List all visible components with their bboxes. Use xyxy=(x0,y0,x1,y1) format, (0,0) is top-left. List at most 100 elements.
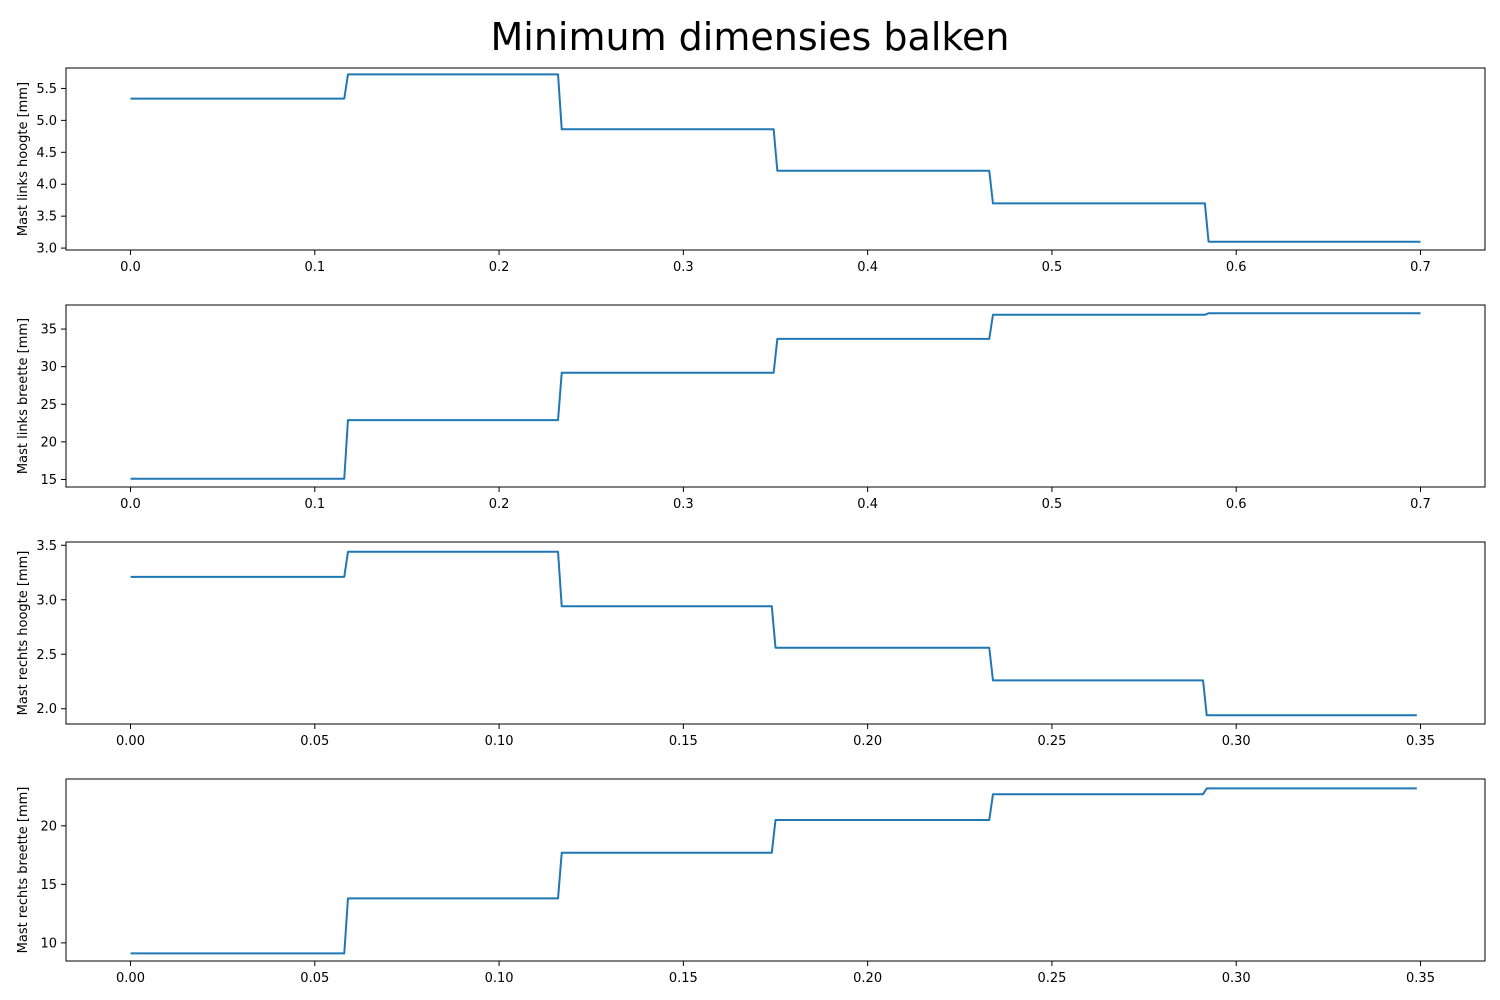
y-tick-label: 25 xyxy=(40,398,57,413)
x-tick-label: 0.20 xyxy=(853,734,882,749)
data-point xyxy=(343,98,345,100)
data-point xyxy=(773,372,775,374)
data-point xyxy=(343,576,345,578)
x-tick-label: 0.35 xyxy=(1406,734,1435,749)
y-tick-label: 5.5 xyxy=(36,82,57,97)
y-tick-label: 35 xyxy=(40,323,57,338)
subplot-4: 0.00 0.05 0.10 0.15 0.20 0.25 0.30 0.35 10 15 20 Ma… xyxy=(16,778,1486,986)
data-point xyxy=(347,897,349,899)
series-line xyxy=(130,550,1417,717)
data-point xyxy=(775,819,777,821)
x-tick-label: 0.7 xyxy=(1410,260,1431,275)
data-point xyxy=(776,170,778,172)
data-point xyxy=(775,647,777,649)
data-point xyxy=(1202,679,1204,681)
y-tick-label: 20 xyxy=(40,435,57,450)
data-point xyxy=(988,338,990,340)
data-point xyxy=(347,73,349,75)
x-tick-label: 0.0 xyxy=(120,260,141,275)
data-point xyxy=(343,952,345,954)
x-tick-label: 0.6 xyxy=(1226,497,1247,512)
subplots: 0.0 0.1 0.2 0.3 0.4 0.5 0.6 0.7 3.0 3.5 4.0 4.5 5.0 5… xyxy=(16,67,1486,986)
subplot-2: 0.0 0.1 0.2 0.3 0.4 0.5 0.6 0.7 15 20 25 30 35 Mast l… xyxy=(16,304,1486,512)
x-tick-label: 0.30 xyxy=(1222,734,1251,749)
data-point xyxy=(561,852,563,854)
data-point xyxy=(776,338,778,340)
y-axis-label: Mast links breette [mm] xyxy=(16,318,31,474)
axes-frame xyxy=(65,304,1486,488)
x-tick-label: 0.10 xyxy=(485,734,514,749)
y-tick-label: 4.5 xyxy=(36,146,57,161)
axes-frame xyxy=(65,541,1486,725)
data-point xyxy=(347,419,349,421)
data-point xyxy=(773,128,775,130)
x-tick-label: 0.25 xyxy=(1037,971,1066,986)
y-tick-label: 30 xyxy=(40,360,57,375)
data-point xyxy=(561,605,563,607)
data-point xyxy=(343,478,345,480)
data-point xyxy=(557,897,559,899)
series-line xyxy=(130,312,1421,480)
subplot-3: 0.00 0.05 0.10 0.15 0.20 0.25 0.30 0.35 2.0 2.5 3.… xyxy=(16,539,1486,749)
x-tick-label: 0.05 xyxy=(300,734,329,749)
x-tick-label: 0.4 xyxy=(857,260,878,275)
figure-title: Minimum dimensies balken xyxy=(490,15,1009,59)
data-point xyxy=(1208,312,1210,314)
data-point xyxy=(771,605,773,607)
data-point xyxy=(1204,314,1206,316)
data-point xyxy=(347,551,349,553)
data-point xyxy=(988,647,990,649)
data-point xyxy=(1420,241,1422,243)
x-tick-label: 0.4 xyxy=(857,497,878,512)
axes-frame xyxy=(65,778,1486,962)
data-point xyxy=(1202,793,1204,795)
y-tick-label: 10 xyxy=(40,936,57,951)
data-point xyxy=(1420,312,1422,314)
x-tick-label: 0.5 xyxy=(1042,260,1063,275)
x-tick-label: 0.5 xyxy=(1042,497,1063,512)
x-tick-label: 0.1 xyxy=(304,260,325,275)
y-axis-label: Mast rechts breette [mm] xyxy=(16,787,31,954)
data-point xyxy=(988,170,990,172)
axes-frame xyxy=(65,67,1486,251)
data-point xyxy=(1206,714,1208,716)
x-tick-label: 0.15 xyxy=(669,734,698,749)
x-tick-label: 0.2 xyxy=(489,497,510,512)
x-tick-label: 0.00 xyxy=(116,734,145,749)
data-point xyxy=(992,679,994,681)
x-tick-label: 0.00 xyxy=(116,971,145,986)
x-tick-label: 0.3 xyxy=(673,497,694,512)
series-line xyxy=(130,787,1417,955)
data-point xyxy=(1206,787,1208,789)
y-tick-label: 4.0 xyxy=(36,178,57,193)
data-point xyxy=(992,793,994,795)
x-tick-label: 0.6 xyxy=(1226,260,1247,275)
x-tick-label: 0.3 xyxy=(673,260,694,275)
data-point xyxy=(130,576,132,578)
data-point xyxy=(988,819,990,821)
y-axis-label: Mast rechts hoogte [mm] xyxy=(16,551,31,716)
data-point xyxy=(561,128,563,130)
x-tick-label: 0.35 xyxy=(1406,971,1435,986)
data-point xyxy=(130,98,132,100)
data-point xyxy=(557,73,559,75)
x-tick-label: 0.05 xyxy=(300,971,329,986)
x-tick-label: 0.0 xyxy=(120,497,141,512)
y-tick-label: 3.5 xyxy=(36,539,57,554)
x-tick-label: 0.30 xyxy=(1222,971,1251,986)
subplot-1: 0.0 0.1 0.2 0.3 0.4 0.5 0.6 0.7 3.0 3.5 4.0 4.5 5.0 5… xyxy=(16,67,1486,275)
data-point xyxy=(1204,202,1206,204)
y-tick-label: 2.5 xyxy=(36,648,57,663)
y-tick-label: 15 xyxy=(40,878,57,893)
x-tick-label: 0.10 xyxy=(485,971,514,986)
data-point xyxy=(1208,241,1210,243)
data-point xyxy=(1416,714,1418,716)
y-tick-label: 3.5 xyxy=(36,210,57,225)
data-point xyxy=(992,314,994,316)
y-tick-label: 3.0 xyxy=(36,593,57,608)
x-tick-label: 0.7 xyxy=(1410,497,1431,512)
y-tick-label: 20 xyxy=(40,819,57,834)
data-point xyxy=(130,952,132,954)
